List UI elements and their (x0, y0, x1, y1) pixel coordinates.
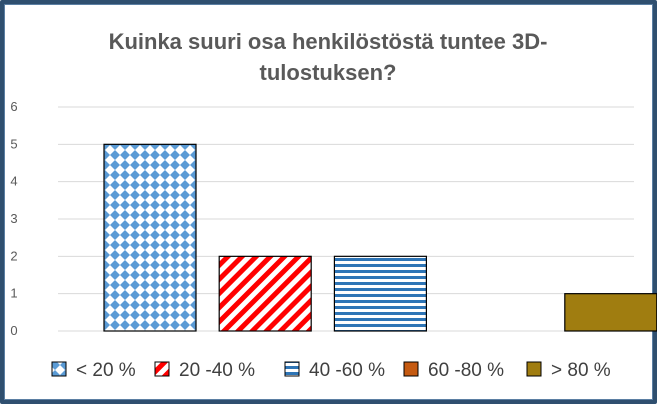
legend-label-5: > 80 % (551, 360, 611, 381)
legend-label-3: 40 -60 % (309, 360, 385, 381)
legend-swatch-2 (154, 361, 170, 377)
y-tick-label-4: 4 (10, 174, 17, 189)
y-tick-label-6: 6 (10, 99, 17, 114)
bar-1 (103, 143, 197, 332)
y-tick-label-1: 1 (10, 286, 17, 301)
legend-label-1: < 20 % (76, 360, 136, 381)
bar-3 (333, 255, 427, 332)
legend-swatch-3 (284, 361, 300, 377)
legend-swatch-4 (403, 361, 419, 377)
legend-label-4: 60 -80 % (428, 360, 504, 381)
bars (103, 143, 657, 332)
legend-swatch-1 (51, 361, 67, 377)
legend: < 20 % 20 -40 % 40 -60 % 60 -80 % > 80 % (51, 360, 611, 381)
legend-label-2: 20 -40 % (179, 360, 255, 381)
y-tick-label-5: 5 (10, 136, 17, 151)
bar-2 (218, 255, 312, 332)
y-tick-label-0: 0 (10, 323, 17, 338)
chart-title-line-1: Kuinka suuri osa henkilöstöstä tuntee 3D… (109, 29, 548, 54)
bar-5 (564, 293, 657, 332)
legend-swatch-5 (526, 361, 542, 377)
y-tick-label-3: 3 (10, 211, 17, 226)
y-axis-ticks: 0 1 2 3 4 5 6 (10, 99, 17, 338)
y-tick-label-2: 2 (10, 248, 17, 263)
chart-title-line-2: tulostuksen? (260, 60, 397, 85)
